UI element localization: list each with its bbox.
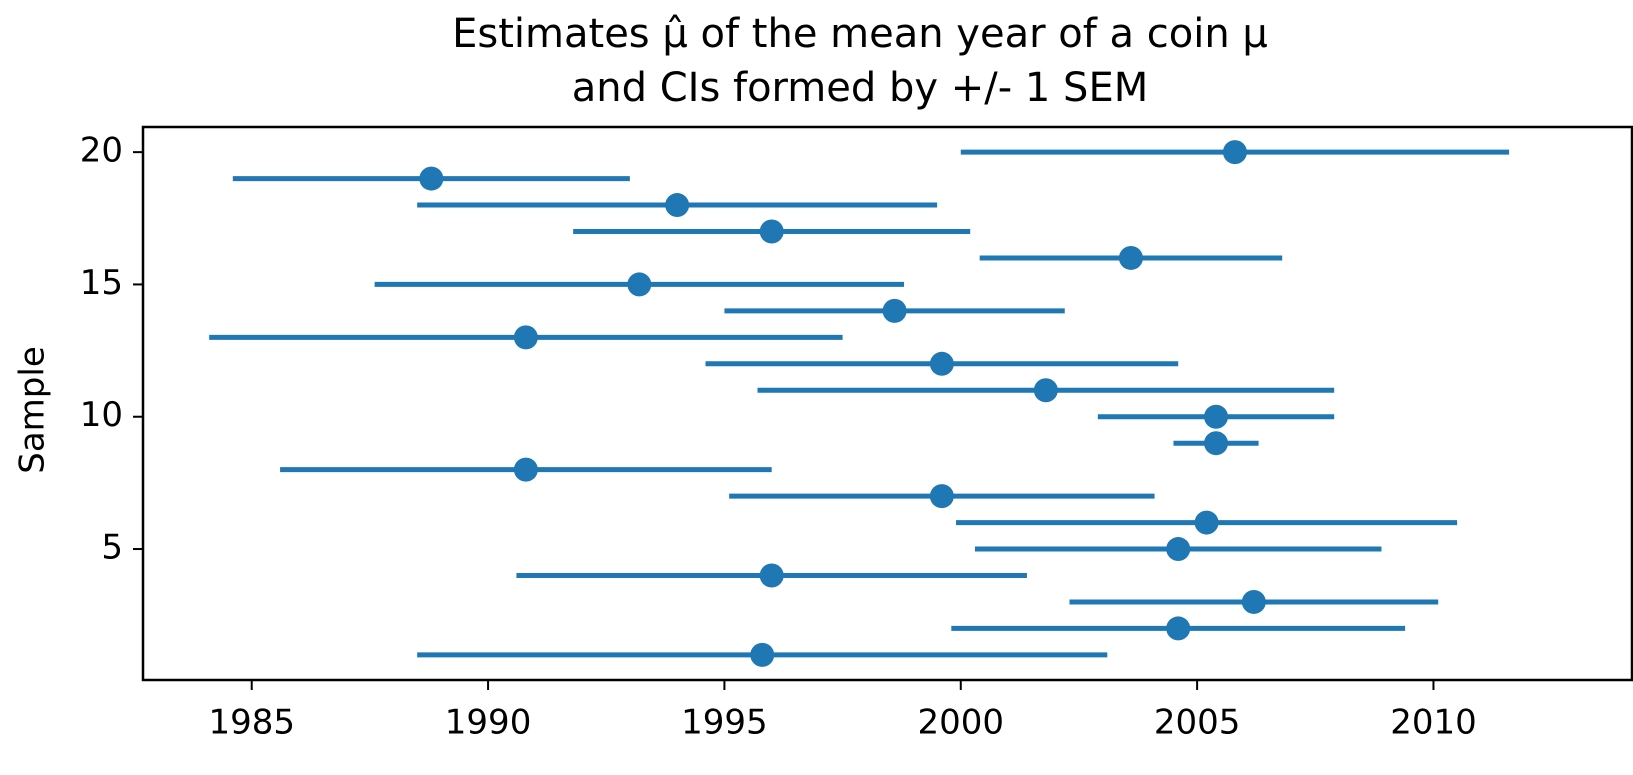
point [665,193,690,218]
y-tick-label: 15 [80,263,123,303]
point [1204,431,1229,456]
x-tick-label: 1995 [681,703,768,743]
point [1222,140,1247,165]
point [627,272,652,297]
point [882,298,907,323]
y-tick-label: 10 [80,395,123,435]
y-tick-label: 20 [80,131,123,171]
point [1241,589,1266,614]
point [1118,245,1143,270]
y-axis-label: Sample [13,346,53,473]
point [1194,510,1219,535]
point [750,642,775,667]
point [929,351,954,376]
point [513,325,538,350]
point [929,484,954,509]
point [1204,404,1229,429]
point [1166,537,1191,562]
point [759,563,784,588]
x-tick-label: 2010 [1390,703,1477,743]
point [759,219,784,244]
point [513,457,538,482]
chart-title: and CIs formed by +/- 1 SEM [572,65,1148,111]
x-tick-label: 1990 [445,703,532,743]
y-tick-label: 5 [101,528,123,568]
x-tick-label: 2005 [1154,703,1241,743]
point [1166,616,1191,641]
point [1033,378,1058,403]
plot-frame [141,125,1633,682]
point [419,166,444,191]
x-tick-label: 2000 [918,703,1005,743]
chart-title: Estimates μ̂ of the mean year of a coin … [452,11,1268,57]
x-tick-label: 1985 [208,703,295,743]
